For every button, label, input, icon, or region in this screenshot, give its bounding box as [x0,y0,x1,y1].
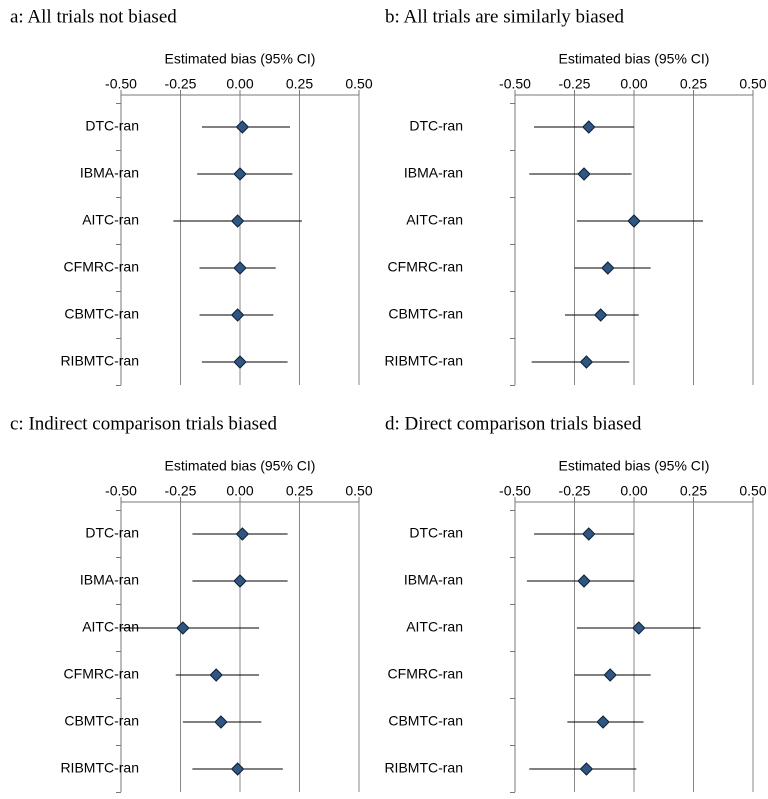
point-estimate [582,527,596,541]
x-tick-label: -0.25 [559,483,591,499]
category-label: CFMRC-ran [64,259,139,275]
x-tick-label: 0.25 [680,76,707,92]
x-tick-label: -0.50 [499,483,531,499]
x-tick-label: 0.00 [620,483,647,499]
point-estimate [603,668,617,682]
point-estimate [233,261,247,275]
point-estimate [582,120,596,134]
point-estimate [233,574,247,588]
x-axis-label: Estimated bias (95% CI) [165,51,316,67]
category-label: CBMTC-ran [388,713,463,729]
point-estimate [214,715,228,729]
point-estimate [235,527,250,541]
x-axis-label: Estimated bias (95% CI) [165,458,316,474]
x-tick-label: 0.00 [226,76,253,92]
category-label: AITC-ran [406,212,463,228]
point-estimate [230,308,245,322]
x-tick-label: -0.25 [165,76,197,92]
category-label: AITC-ran [406,619,463,635]
x-tick-label: -0.50 [499,76,531,92]
category-label: AITC-ran [82,619,139,635]
x-tick-label: 0.50 [345,76,372,92]
category-label: CBMTC-ran [64,713,139,729]
panel-title: d: Direct comparison trials biased [385,413,642,434]
category-label: CFMRC-ran [64,666,139,682]
point-estimate [233,167,247,181]
x-tick-label: -0.25 [559,76,591,92]
x-tick-label: -0.50 [105,76,137,92]
x-tick-label: 0.25 [680,483,707,499]
x-tick-label: 0.50 [739,76,766,92]
category-label: AITC-ran [82,212,139,228]
point-estimate [579,355,594,369]
point-estimate [577,167,591,181]
panel-title: a: All trials not biased [10,6,177,27]
category-label: CFMRC-ran [388,259,463,275]
category-label: DTC-ran [85,525,139,541]
point-estimate [601,261,615,275]
category-label: DTC-ran [85,118,139,134]
point-estimate [176,621,190,635]
category-label: RIBMTC-ran [60,760,139,776]
panel-title: c: Indirect comparison trials biased [10,413,277,434]
point-estimate [579,762,594,776]
category-label: DTC-ran [409,525,463,541]
point-estimate [596,715,610,729]
point-estimate [593,308,608,322]
point-estimate [209,668,223,682]
x-tick-label: 0.00 [620,76,647,92]
category-label: RIBMTC-ran [384,760,463,776]
category-label: IBMA-ran [404,165,463,181]
point-estimate [230,214,245,228]
category-label: RIBMTC-ran [60,353,139,369]
x-tick-label: 0.50 [739,483,766,499]
category-label: CBMTC-ran [388,306,463,322]
x-tick-label: 0.25 [286,483,313,499]
x-tick-label: 0.25 [286,76,313,92]
category-label: IBMA-ran [404,572,463,588]
point-estimate [233,355,247,369]
point-estimate [235,120,250,134]
category-label: IBMA-ran [80,572,139,588]
category-label: RIBMTC-ran [384,353,463,369]
category-label: CBMTC-ran [64,306,139,322]
x-tick-label: 0.50 [345,483,372,499]
x-tick-label: -0.25 [165,483,197,499]
category-label: CFMRC-ran [388,666,463,682]
x-axis-label: Estimated bias (95% CI) [559,458,710,474]
point-estimate [627,214,641,228]
point-estimate [632,621,646,635]
x-tick-label: -0.50 [105,483,137,499]
point-estimate [577,574,591,588]
panel-title: b: All trials are similarly biased [385,6,625,27]
x-tick-label: 0.00 [226,483,253,499]
point-estimate [230,762,245,776]
x-axis-label: Estimated bias (95% CI) [559,51,710,67]
category-label: IBMA-ran [80,165,139,181]
category-label: DTC-ran [409,118,463,134]
